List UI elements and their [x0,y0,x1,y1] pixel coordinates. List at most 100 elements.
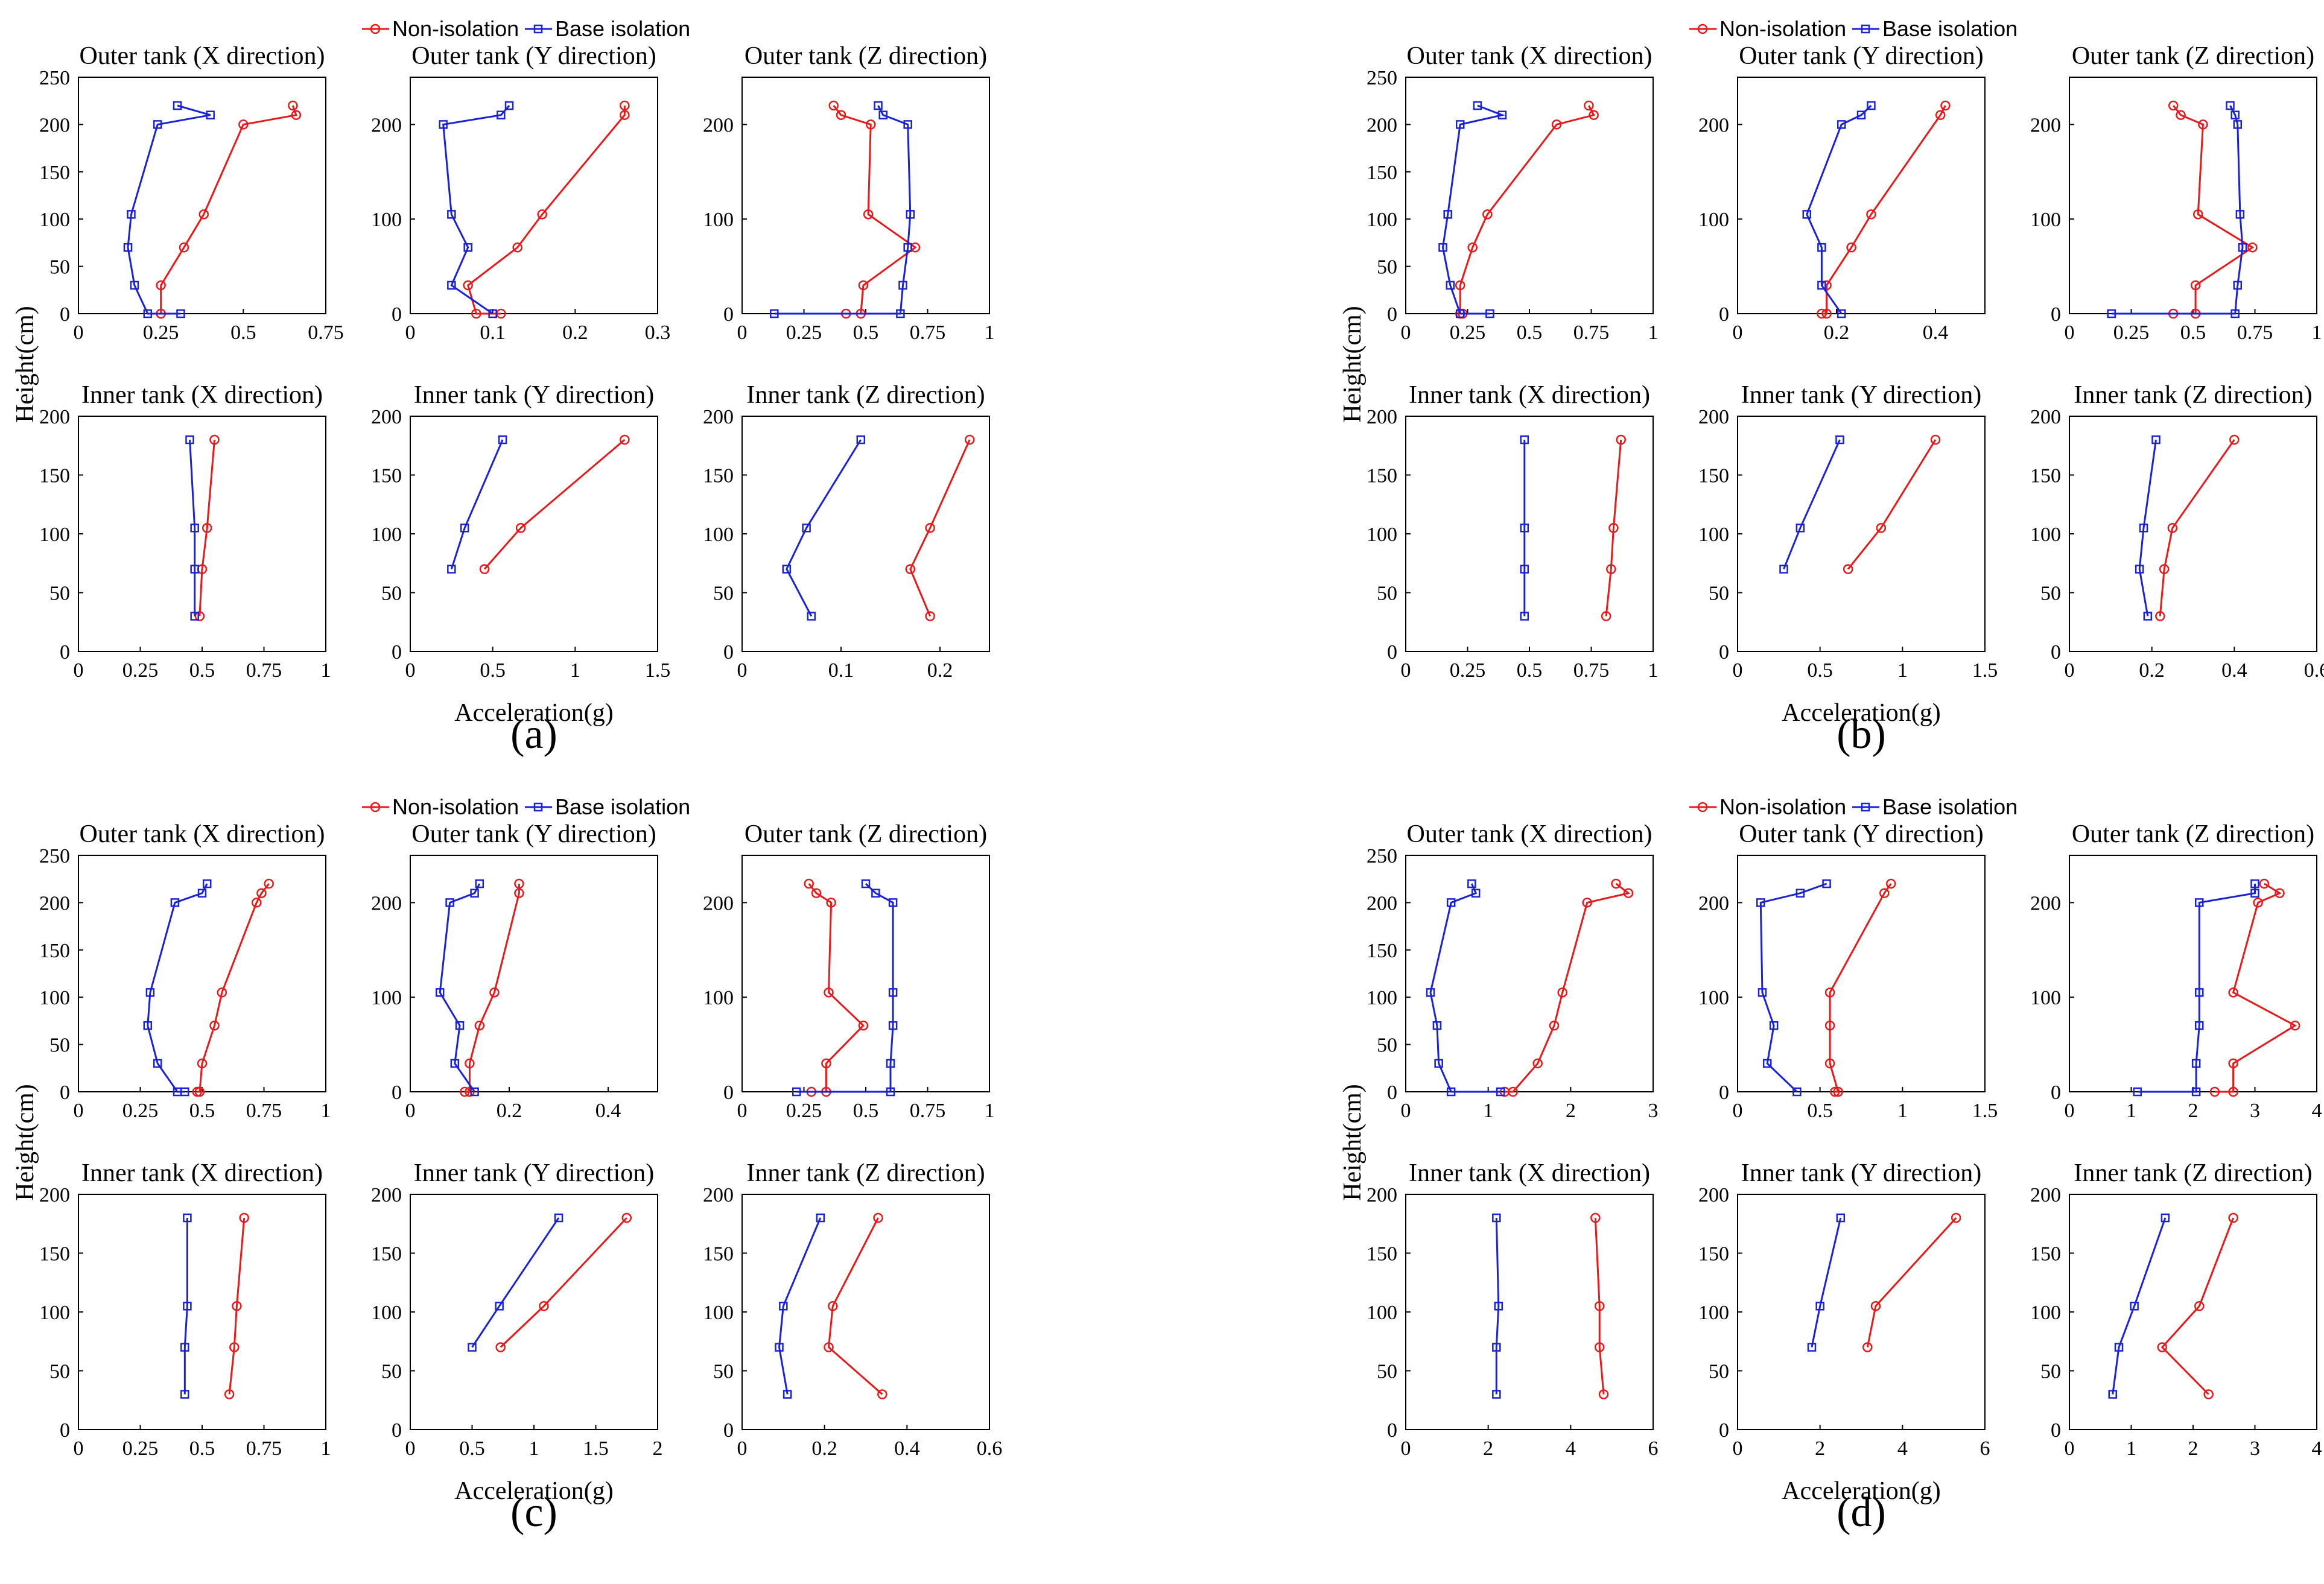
data-point [206,110,215,119]
y-tick-label: 200 [703,406,734,428]
series-line [778,1217,822,1395]
series-non-isolation [192,878,274,1097]
series-line [1811,1217,1842,1348]
data-point [1549,1020,1560,1031]
data-point [1455,120,1465,129]
y-tick-label: 200 [39,114,70,136]
data-point [2151,435,2160,445]
subplot-title: Inner tank (Z direction) [2074,381,2312,409]
data-point [1589,110,1599,120]
data-point [197,1058,208,1069]
plot-frame [1405,855,1654,1092]
y-tick-label: 100 [1698,524,1729,546]
data-point [1455,280,1465,291]
data-point [2114,1343,2124,1352]
y-tick-label: 150 [1698,465,1729,487]
data-point [2191,1087,2201,1097]
x-tick-label: 0 [2065,659,2075,682]
subplot-title: Inner tank (X direction) [81,1159,323,1187]
x-tick-label: 1 [321,659,331,682]
subplot-title: Inner tank (Y direction) [414,381,654,409]
series-line [774,105,912,315]
series-line [2112,1217,2167,1395]
data-point [877,1389,887,1399]
plot-frame [1405,1194,1654,1430]
y-tick-label: 150 [2030,1243,2061,1266]
y-tick-label: 50 [1377,583,1397,605]
series-line [127,104,211,315]
x-axis-label: Acceleration(g) [454,699,614,727]
y-tick-label: 50 [381,583,402,605]
legend: Non-isolation Base isolation [362,794,690,819]
data-point [878,110,887,119]
y-tick-label: 200 [1698,1184,1729,1206]
series-non-isolation [463,100,630,319]
y-tick-label: 100 [2030,1302,2061,1324]
data-point [1594,1342,1605,1352]
x-tick-label: 0.5 [1807,1100,1833,1122]
data-point [1426,988,1435,997]
series-base-isolation [1426,879,1505,1097]
data-point [2107,309,2116,318]
data-point [202,879,212,889]
data-point [2159,564,2170,574]
data-point [2143,612,2153,621]
data-point [180,1343,189,1352]
x-tick-label: 0.2 [562,322,588,344]
x-tick-label: 0 [737,322,748,344]
data-point [1930,434,1941,445]
series-line [1505,882,1631,1093]
x-tick-label: 1 [529,1437,539,1460]
series-line [198,439,215,616]
x-tick-label: 0.2 [927,659,953,682]
data-point [514,878,524,889]
data-point [498,435,507,445]
data-point [1940,100,1951,111]
data-point [1598,1389,1609,1399]
x-tick-label: 0 [405,322,416,344]
series-line [189,439,196,616]
series-base-isolation [1520,435,1529,621]
y-tick-label: 100 [371,524,402,546]
x-tick-label: 0.6 [2304,659,2324,682]
data-point [1856,110,1866,119]
data-point [183,1213,192,1223]
data-point [2233,120,2243,129]
data-point [2190,280,2201,291]
x-tick-label: 0.25 [786,1100,822,1122]
data-point [180,1390,189,1399]
y-tick-label: 0 [60,641,70,664]
subplot-inner-z: Inner tank (Z direction) 0 0.1 0.2 0 50 100 150… [703,381,990,682]
data-point [824,1342,834,1352]
y-tick-label: 0 [2051,303,2061,326]
y-tick-label: 100 [2030,524,2061,546]
subplot-outer-z: Outer tank (Z direction) 0 1 2 3 4 0 100 200 [2030,820,2322,1122]
data-point [495,1302,504,1311]
series-base-isolation [782,435,866,621]
series-base-isolation [1807,1213,1846,1352]
data-point [888,988,898,997]
x-tick-label: 3 [2250,1100,2260,1122]
data-point [2230,110,2240,119]
data-point [828,100,839,111]
subplot-title: Outer tank (X direction) [79,820,325,848]
plot-frame [1737,1194,1986,1430]
data-point [779,1302,788,1311]
data-point [2228,1058,2238,1069]
x-axis-label: Acceleration(g) [454,1477,614,1505]
y-tick-label: 200 [39,1184,70,1206]
data-point [465,1058,475,1069]
x-tick-label: 0 [1733,659,1743,682]
data-point [1824,1058,1835,1069]
data-point [471,308,481,319]
x-tick-label: 0.75 [910,1100,946,1122]
data-point [447,210,456,219]
y-tick-label: 100 [1698,1302,1729,1324]
legend: Non-isolation Base isolation [1689,794,2018,819]
series-line [1441,104,1506,315]
y-tick-label: 100 [1367,987,1397,1009]
x-tick-label: 0.3 [645,322,671,344]
data-point [858,280,869,291]
subplot-title: Inner tank (X direction) [81,381,323,409]
subplot-title: Outer tank (Z direction) [745,820,987,848]
